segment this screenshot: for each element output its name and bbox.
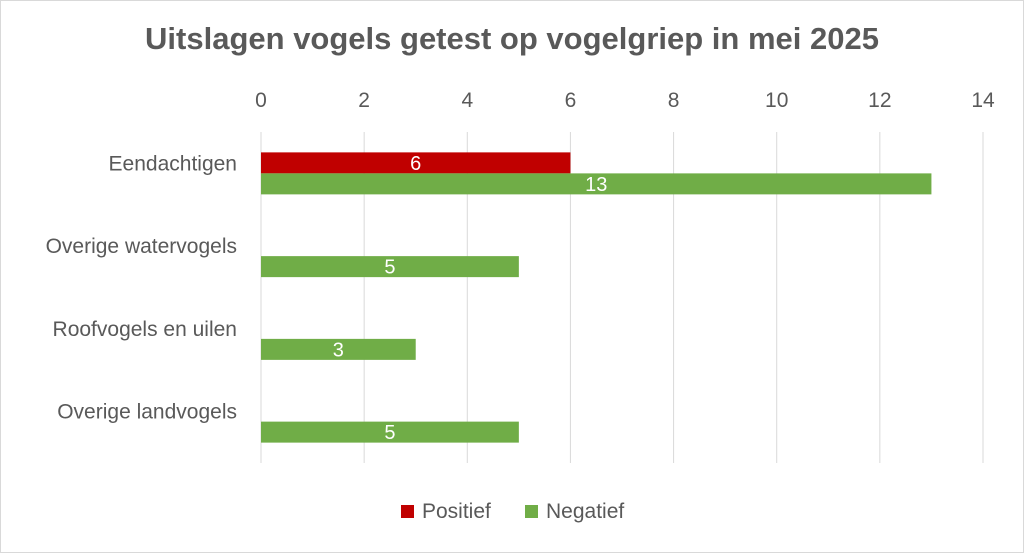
x-tick-label-6: 6 [565,89,577,112]
legend-label-positief: Positief [422,500,491,523]
bars [261,152,932,443]
x-tick-label-10: 10 [765,89,788,112]
data-label-negatief-roofvogels-en-uilen: 3 [333,339,344,361]
bar-negatief-eendachtigen [261,173,932,195]
x-axis-ticks: 0 2 4 6 8 10 12 14 [255,89,995,112]
legend-swatch-positief [401,505,414,518]
data-label-positief-eendachtigen: 6 [410,153,421,175]
data-labels: 6 13 5 3 5 [333,153,608,444]
data-label-negatief-eendachtigen: 13 [585,174,607,196]
bar-negatief-overige-landvogels [261,421,519,443]
data-label-negatief-overige-watervogels: 5 [384,257,395,279]
bar-positief-eendachtigen [261,152,571,174]
x-tick-label-4: 4 [461,89,473,112]
x-tick-label-2: 2 [358,89,370,112]
category-labels: Eendachtigen Overige watervogels Roofvogel… [46,152,237,423]
category-label-overige-landvogels: Overige landvogels [57,401,237,424]
x-tick-label-0: 0 [255,89,267,112]
x-tick-label-14: 14 [971,89,995,112]
legend-label-negatief: Negatief [546,500,624,523]
bar-negatief-overige-watervogels [261,256,519,278]
category-label-eendachtigen: Eendachtigen [109,152,237,175]
bar-negatief-roofvogels-en-uilen [261,338,416,360]
category-label-roofvogels-en-uilen: Roofvogels en uilen [53,318,237,341]
legend-swatch-negatief [525,505,538,518]
chart-title: Uitslagen vogels getest op vogelgriep in… [145,21,879,56]
data-label-negatief-overige-landvogels: 5 [384,422,395,444]
legend: Positief Negatief [401,500,624,523]
category-label-overige-watervogels: Overige watervogels [46,235,237,258]
x-tick-label-12: 12 [868,89,891,112]
x-tick-label-8: 8 [668,89,680,112]
